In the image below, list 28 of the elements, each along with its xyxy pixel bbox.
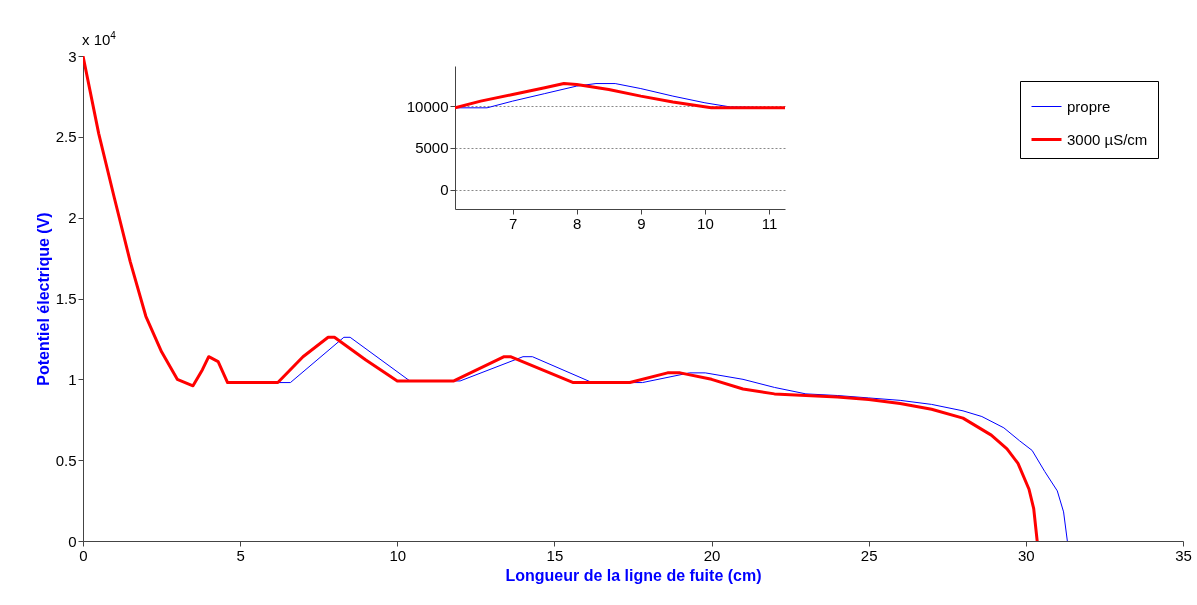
y-tick-label: 3 <box>68 47 77 65</box>
x-tick-label: 35 <box>1175 546 1192 564</box>
x-tick-label: 10 <box>697 214 714 232</box>
x-axis-title: Longueur de la ligne de fuite (cm) <box>505 566 762 584</box>
x-tick-label: 9 <box>637 214 646 232</box>
x-tick-label: 5 <box>236 546 245 564</box>
legend-label: 3000 µS/cm <box>1067 130 1148 148</box>
y-tick-label: 0.5 <box>55 451 77 469</box>
y-tick-label: 10000 <box>406 97 449 115</box>
x-tick-label: 7 <box>509 214 518 232</box>
x-tick-label: 15 <box>546 546 564 564</box>
y-tick-label: 1.5 <box>55 290 77 307</box>
y-axis-title: Potentiel électrique (V) <box>34 212 52 386</box>
x-tick-label: 8 <box>573 214 582 232</box>
x-tick-label: 11 <box>761 214 778 232</box>
text: x 10$^{4}$ <box>82 30 116 48</box>
y-tick-label: 2.5 <box>55 128 77 146</box>
x-tick-label: 25 <box>860 546 878 564</box>
y-tick-label: 1 <box>68 370 77 388</box>
x-tick-label: 10 <box>389 546 407 564</box>
x-tick-label: 30 <box>1018 546 1035 564</box>
x-tick-label: 20 <box>703 546 721 564</box>
y-tick-label: 5000 <box>415 139 449 157</box>
legend-label: propre <box>1067 97 1111 115</box>
y-tick-label: 2 <box>68 209 77 227</box>
y-tick-label: 0 <box>68 532 77 550</box>
y-tick-label: 0 <box>440 181 449 199</box>
x-tick-label: 0 <box>79 546 88 564</box>
